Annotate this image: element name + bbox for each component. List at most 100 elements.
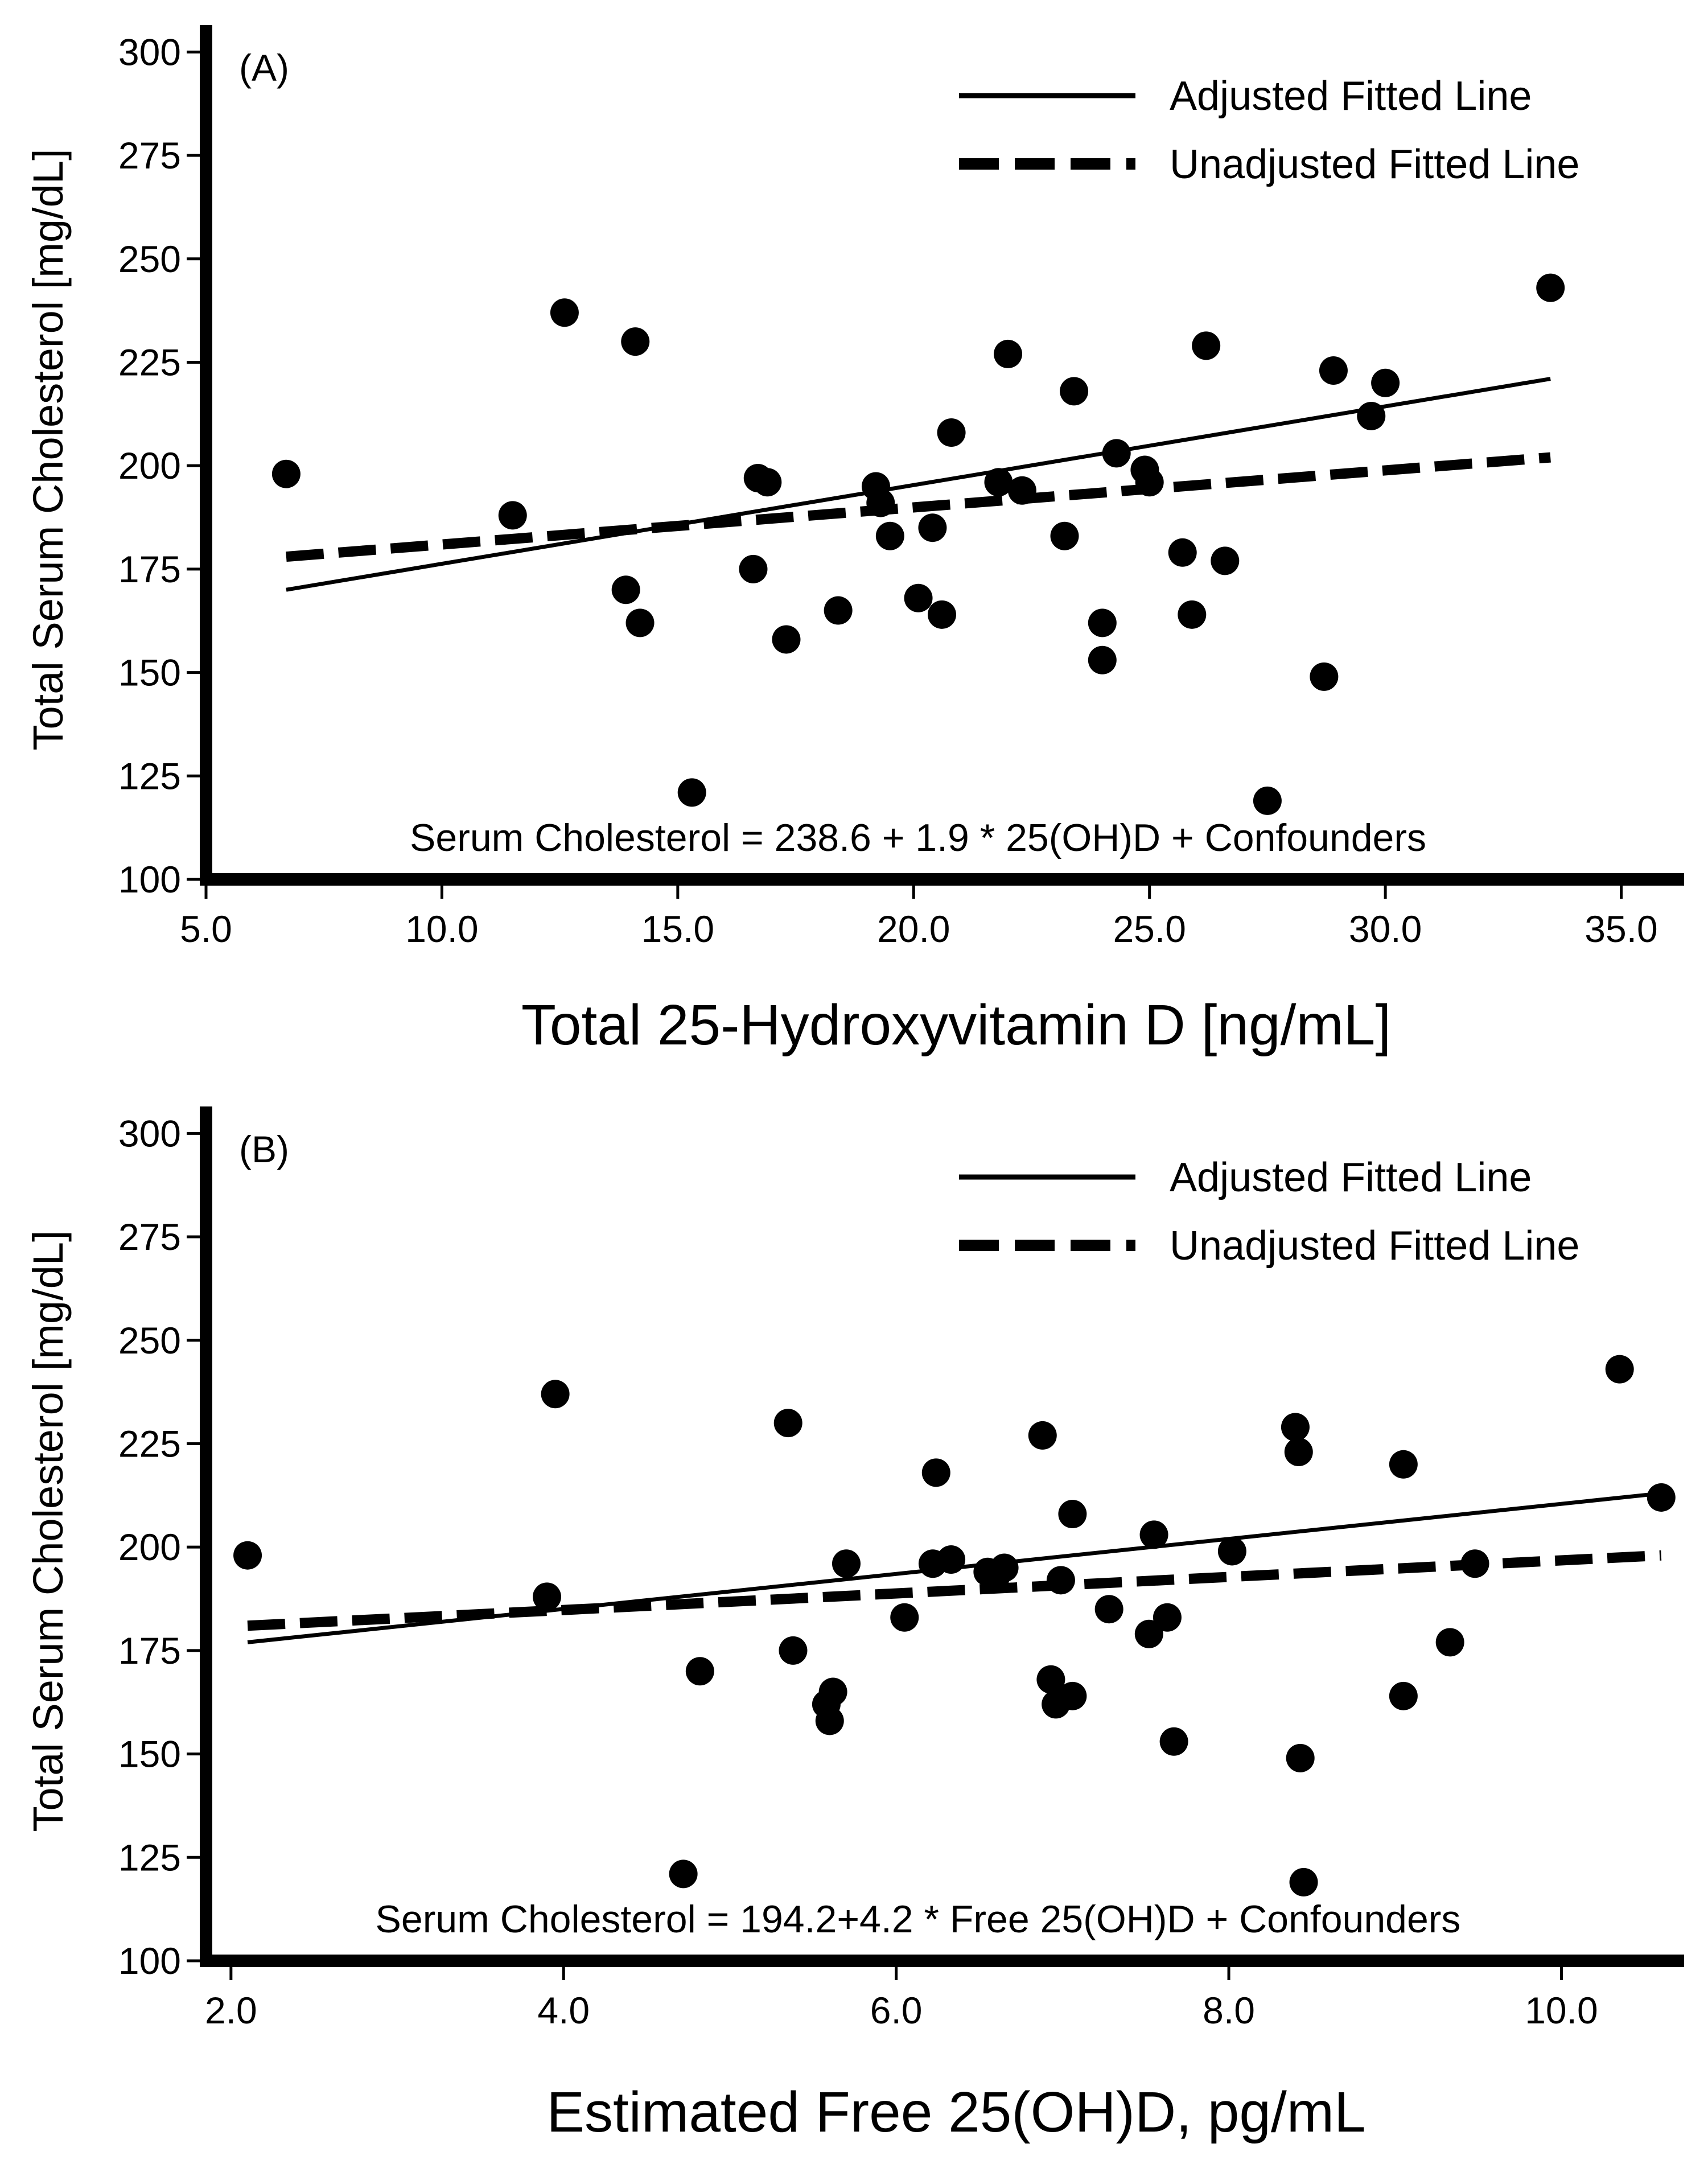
panel-b-data-point — [233, 1541, 262, 1570]
panel-b-data-point — [779, 1636, 808, 1665]
panel-a-x-tick-label: 35.0 — [1584, 908, 1657, 950]
panel-b-y-tick-label: 175 — [118, 1630, 181, 1672]
panel-b-data-point — [1058, 1681, 1087, 1710]
panel-a-x-tick-label: 20.0 — [877, 908, 950, 950]
panel-b-y-ticks: 100 125 150 175 200 225 250 275 300 — [118, 1112, 200, 1982]
panel-b-data-point — [773, 1409, 802, 1438]
panel-b-data-point — [1435, 1628, 1464, 1657]
panel-a-data-point — [1168, 538, 1197, 567]
panel-a-data-point — [928, 600, 956, 629]
panel-b-data-point — [1286, 1743, 1315, 1772]
panel-a-y-tick-label: 150 — [118, 652, 181, 694]
panel-b-y-tick-label: 150 — [118, 1733, 181, 1775]
panel-a-y-tick-label: 100 — [118, 858, 181, 900]
panel-b-y-axis-label: Total Serum Cholesterol [mg/dL] — [24, 1230, 72, 1832]
panel-a-x-tick-label: 25.0 — [1113, 908, 1186, 950]
panel-b-legend-unadjusted: Unadjusted Fitted Line — [1170, 1223, 1579, 1269]
panel-b-data-point — [1046, 1566, 1075, 1595]
panel-b-data-point — [1036, 1665, 1065, 1694]
panel-a-data-point — [866, 488, 895, 517]
panel-a-data-point — [621, 327, 650, 356]
panel-a-data-point — [1060, 377, 1089, 406]
panel-a-data-point — [498, 501, 527, 530]
panel-b-data-point — [1058, 1500, 1087, 1529]
panel-a-data-point — [1135, 468, 1164, 497]
panel-a-y-tick-label: 125 — [118, 755, 181, 797]
panel-a-data-point — [1050, 521, 1079, 550]
panel-a-axes — [200, 25, 1684, 886]
panel-b-data-point — [1284, 1438, 1313, 1466]
panel-b-data-point — [533, 1582, 562, 1611]
panel-a-y-axis-label: Total Serum Cholesterol [mg/dL] — [24, 149, 72, 750]
panel-b-label: (B) — [239, 1128, 289, 1170]
panel-b-y-tick-label: 275 — [118, 1216, 181, 1258]
panel-a-data-point — [739, 554, 768, 583]
panel-b-x-tick-label: 4.0 — [537, 1989, 590, 2031]
panel-a-fitted-lines — [286, 377, 1551, 592]
panel-a-y-tick-label: 300 — [118, 31, 181, 73]
panel-a-data-point — [677, 778, 706, 807]
panel-a-y-tick-label: 250 — [118, 238, 181, 280]
panel-b-y-tick-label: 100 — [118, 1940, 181, 1982]
panel-b-data-point — [937, 1545, 966, 1574]
panel-b-data-point — [1389, 1681, 1418, 1710]
panel-b-data-point — [1153, 1603, 1182, 1632]
panel-a-data-point — [984, 468, 1013, 497]
panel-a-y-tick-label: 175 — [118, 548, 181, 590]
panel-a-data-point — [1536, 273, 1565, 302]
panel-a-data-point — [1310, 662, 1339, 691]
panel-b-data-point — [1028, 1421, 1057, 1450]
panel-b-data-point — [1389, 1450, 1418, 1479]
panel-b-data-point — [1605, 1355, 1634, 1384]
panel-b-data-point — [1094, 1595, 1123, 1624]
panel-a-unadjusted-fitted-line — [286, 452, 1551, 562]
panel-a: 100 125 150 175 200 225 250 275 300 5.0 10.0 15.0 2… — [24, 25, 1684, 1057]
panel-a-data-point — [271, 459, 301, 488]
panel-a-data-point — [550, 298, 579, 327]
panel-a-data-point — [1211, 546, 1240, 575]
panel-a-equation: Serum Cholesterol = 238.6 + 1.9 * 25(OH)… — [410, 816, 1426, 859]
panel-a-data-point — [753, 468, 782, 497]
panel-b: 100 125 150 175 200 225 250 275 300 2.0 4.0 6.0 8.0… — [24, 1106, 1684, 2144]
panel-b-data-point — [1647, 1483, 1676, 1512]
panel-b-legend: Adjusted Fitted Line Unadjusted Fitted L… — [959, 1155, 1579, 1269]
panel-a-data-point — [1102, 439, 1131, 468]
panel-b-points — [233, 1355, 1676, 1896]
panel-b-data-point — [921, 1458, 950, 1487]
panel-b-y-tick-label: 250 — [118, 1319, 181, 1361]
panel-a-y-ticks: 100 125 150 175 200 225 250 275 300 — [118, 31, 200, 900]
panel-a-data-point — [1253, 786, 1282, 815]
panel-a-y-tick-label: 275 — [118, 134, 181, 176]
panel-a-x-tick-label: 15.0 — [641, 908, 714, 950]
panel-b-y-tick-label: 300 — [118, 1112, 181, 1154]
panel-b-x-tick-label: 8.0 — [1203, 1989, 1255, 2031]
panel-b-x-tick-label: 10.0 — [1525, 1989, 1598, 2031]
panel-a-data-point — [611, 575, 640, 604]
panel-a-x-axis-label: Total 25-Hydroxyvitamin D [ng/mL] — [521, 993, 1391, 1057]
panel-b-data-point — [541, 1380, 570, 1409]
panel-a-data-point — [994, 339, 1023, 368]
panel-a-legend-adjusted: Adjusted Fitted Line — [1170, 73, 1532, 119]
panel-a-data-point — [1007, 476, 1036, 505]
panel-b-data-point — [1460, 1549, 1489, 1578]
panel-b-x-ticks: 2.0 4.0 6.0 8.0 10.0 — [205, 1967, 1598, 2031]
panel-a-x-ticks: 5.0 10.0 15.0 20.0 25.0 30.0 35.0 — [180, 886, 1658, 950]
panel-b-data-point — [890, 1603, 919, 1632]
panel-a-y-tick-label: 225 — [118, 341, 181, 383]
panel-a-data-point — [1088, 608, 1117, 637]
panel-b-x-tick-label: 2.0 — [205, 1989, 257, 2031]
panel-b-data-point — [1281, 1413, 1310, 1442]
panel-a-data-point — [1371, 368, 1400, 397]
panel-b-data-point — [1289, 1867, 1318, 1896]
panel-b-data-point — [832, 1549, 861, 1578]
panel-a-label: (A) — [239, 47, 289, 89]
panel-a-data-point — [1088, 645, 1117, 674]
panel-a-legend: Adjusted Fitted Line Unadjusted Fitted L… — [959, 73, 1579, 187]
panel-b-data-point — [669, 1859, 698, 1889]
panel-b-data-point — [1159, 1727, 1188, 1756]
panel-a-points — [271, 273, 1565, 815]
panel-a-adjusted-fitted-line — [286, 377, 1551, 592]
panel-b-data-point — [990, 1553, 1019, 1582]
